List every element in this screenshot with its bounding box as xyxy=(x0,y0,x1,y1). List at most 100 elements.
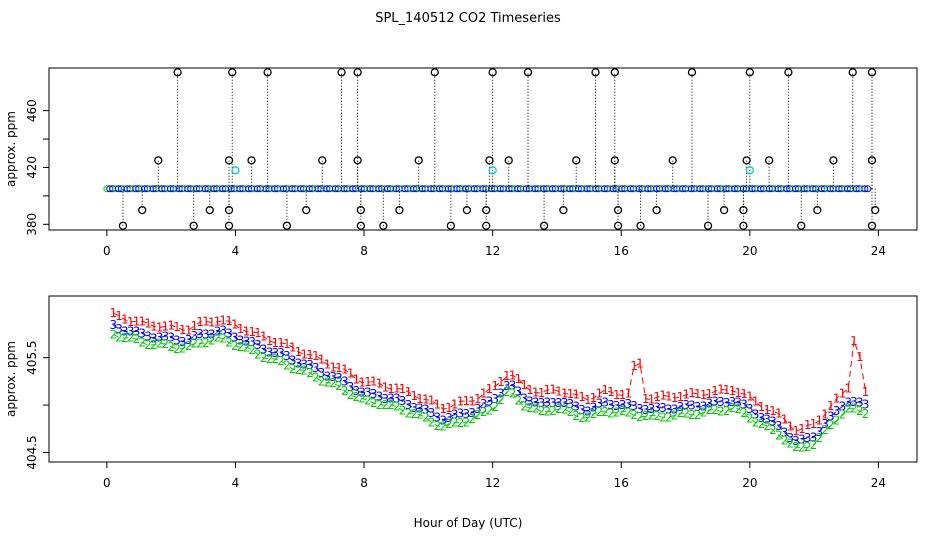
series-1-point: 1 xyxy=(272,336,280,350)
spike-marker xyxy=(228,68,237,77)
series-1-point: 1 xyxy=(341,362,349,376)
series-3-point: 3 xyxy=(434,411,442,425)
series-3-point: 3 xyxy=(162,329,170,343)
bottom-series: 1111111111111111111111111111111111111111… xyxy=(109,306,869,455)
series-3-point: 3 xyxy=(312,361,320,375)
series-3-point: 3 xyxy=(179,335,187,349)
spike-marker xyxy=(613,205,623,215)
series-2-point: 2 xyxy=(665,410,673,424)
series-3-point: 3 xyxy=(729,395,737,409)
series-1-point: 1 xyxy=(347,367,355,381)
series-2-point: 2 xyxy=(752,416,760,430)
series-3-point: 3 xyxy=(578,403,586,417)
series-3-point: 3 xyxy=(671,402,679,416)
series-3-point: 3 xyxy=(613,399,621,413)
series-2-point: 2 xyxy=(405,406,413,420)
bottom-panel: 1111111111111111111111111111111111111111… xyxy=(4,295,918,490)
series-2-point: 2 xyxy=(653,409,661,423)
spike-marker xyxy=(205,205,214,215)
series-2-point: 2 xyxy=(590,407,598,421)
series-1-point: 1 xyxy=(428,394,436,408)
series-3-point: 3 xyxy=(185,333,193,347)
series-2-point: 2 xyxy=(555,402,563,416)
series-2-point: 2 xyxy=(254,347,262,361)
series-3-point: 3 xyxy=(723,396,731,410)
series-1-point: 1 xyxy=(231,317,239,331)
series-2-point: 2 xyxy=(717,404,725,418)
series-1-point: 1 xyxy=(613,388,621,402)
top-panel: 0 4 8 12 16 20 24 380 420 460 approx. ppm xyxy=(4,67,918,258)
series-1-point: 1 xyxy=(179,323,187,337)
series-1-point: 1 xyxy=(758,400,766,414)
series-1-point: 1 xyxy=(833,392,841,406)
series-3-point: 3 xyxy=(243,334,251,348)
series-3-point: 3 xyxy=(462,407,470,421)
series-1-point: 1 xyxy=(798,422,806,436)
series-3-point: 3 xyxy=(295,357,303,371)
series-3-point: 3 xyxy=(717,395,725,409)
spike-marker xyxy=(764,156,774,165)
series-1-point: 1 xyxy=(185,323,193,337)
series-1-point: 1 xyxy=(324,358,332,372)
series-3-point: 3 xyxy=(133,324,141,338)
series-1-point: 1 xyxy=(480,387,488,401)
series-3-point: 3 xyxy=(596,397,604,411)
spike-marker xyxy=(118,221,128,230)
series-1-point: 1 xyxy=(549,383,557,397)
series-1-point: 1 xyxy=(243,325,251,339)
series-2-point: 2 xyxy=(428,415,436,429)
series-1-point: 1 xyxy=(208,315,216,329)
series-3-point: 3 xyxy=(775,419,783,433)
series-3-point: 3 xyxy=(219,324,227,338)
top-x-tick-label: 20 xyxy=(742,244,757,258)
series-1-point: 1 xyxy=(358,376,366,390)
series-2-point: 2 xyxy=(810,438,818,452)
series-1-point: 1 xyxy=(601,383,609,397)
series-3-point: 3 xyxy=(677,400,685,414)
spike-marker xyxy=(871,205,880,215)
series-2-point: 2 xyxy=(572,409,580,423)
series-1-point: 1 xyxy=(329,360,337,374)
series-2-point: 2 xyxy=(410,407,418,421)
series-1-point: 1 xyxy=(393,382,401,396)
series-3-point: 3 xyxy=(688,398,696,412)
series-3-point: 3 xyxy=(682,398,690,412)
series-3-point: 3 xyxy=(127,325,135,339)
series-2-point: 2 xyxy=(677,406,685,420)
series-2-point: 2 xyxy=(300,363,308,377)
series-2-point: 2 xyxy=(272,352,280,366)
series-3-point: 3 xyxy=(653,400,661,414)
spike-marker xyxy=(462,205,472,215)
series-2-point: 2 xyxy=(231,339,239,353)
series-3-point: 3 xyxy=(399,394,407,408)
spike-marker xyxy=(154,156,163,165)
spike-marker xyxy=(379,221,388,230)
bottom-x-tick-label: 24 xyxy=(871,476,886,490)
series-1-point: 1 xyxy=(706,387,714,401)
top-y-tick-label: 420 xyxy=(25,156,39,179)
series-2-point: 2 xyxy=(486,404,494,418)
series-1-point: 1 xyxy=(509,368,517,382)
series-2-point: 2 xyxy=(804,440,812,454)
spike-marker xyxy=(353,156,362,165)
series-1-point: 1 xyxy=(844,382,852,396)
series-1-point: 1 xyxy=(572,387,580,401)
series-2-point: 2 xyxy=(225,336,233,350)
spike-marker xyxy=(739,205,748,215)
spike-marker xyxy=(482,221,491,230)
series-1-point: 1 xyxy=(127,315,135,329)
series-1-point: 1 xyxy=(474,392,482,406)
series-2-point: 2 xyxy=(578,411,586,425)
series-2-point: 2 xyxy=(682,406,690,420)
series-1-point: 1 xyxy=(815,414,823,428)
bottom-y-tick-label: 405.5 xyxy=(25,340,39,374)
spike-marker xyxy=(224,156,234,165)
series-3-point: 3 xyxy=(515,384,523,398)
series-2-point: 2 xyxy=(109,327,117,341)
series-1-point: 1 xyxy=(266,334,274,348)
series-2-point: 2 xyxy=(347,388,355,402)
series-1-point: 1 xyxy=(740,387,748,401)
series-3-point: 3 xyxy=(520,391,528,405)
series-3-point: 3 xyxy=(173,333,181,347)
series-1-point: 1 xyxy=(162,319,170,333)
